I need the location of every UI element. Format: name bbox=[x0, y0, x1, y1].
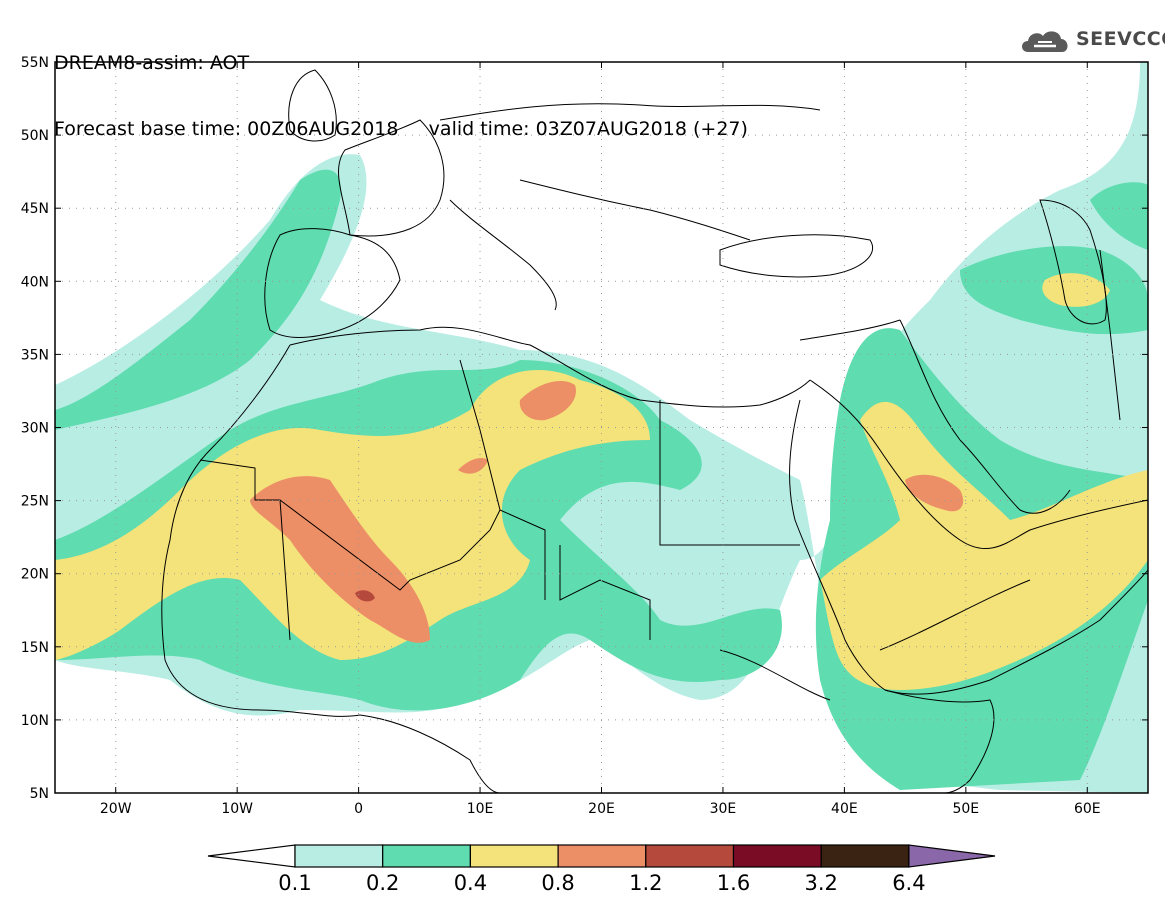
coastline-iberia bbox=[264, 228, 401, 338]
colorbar-label-0.2: 0.2 bbox=[366, 871, 399, 895]
aot-field bbox=[55, 62, 1148, 793]
lon-label-10W: 10W bbox=[221, 801, 253, 817]
lon-label-10E: 10E bbox=[467, 801, 494, 817]
coastline-red-sea-west bbox=[789, 399, 886, 691]
latitude-axis: 55N 50N 45N 40N 35N 30N 25N 20N 15N 10N 5N bbox=[21, 55, 1148, 802]
coastline-france bbox=[338, 119, 445, 237]
coastline-caspian bbox=[1039, 199, 1107, 325]
logo-text: SEEVCCC bbox=[1076, 28, 1165, 50]
lat-label-40N: 40N bbox=[21, 274, 49, 290]
lon-label-0: 0 bbox=[354, 801, 363, 817]
coastline-persian-gulf bbox=[959, 439, 1071, 514]
colorbar-label-0.1: 0.1 bbox=[278, 871, 311, 895]
border-sudan-ethiopia bbox=[719, 649, 831, 701]
border-libya-egypt bbox=[659, 400, 800, 546]
colorbar-label-0.4: 0.4 bbox=[454, 871, 487, 895]
colorbar-swatch-4 bbox=[645, 844, 735, 868]
colorbar-label-3.2: 3.2 bbox=[804, 871, 837, 895]
lat-label-50N: 50N bbox=[21, 128, 49, 144]
colorbar-swatch-0 bbox=[294, 844, 384, 868]
colorbar-swatch-2 bbox=[469, 844, 559, 868]
coastline-arabia-south bbox=[884, 569, 1148, 695]
coastline-horn bbox=[884, 689, 995, 793]
lon-label-30E: 30E bbox=[710, 801, 737, 817]
aot-level-0.8 bbox=[250, 380, 964, 643]
colorbar-swatch-3 bbox=[557, 844, 647, 868]
border-turkey-syria bbox=[799, 319, 901, 341]
border-europe-balkans bbox=[519, 179, 751, 241]
border-algeria-libya bbox=[459, 359, 501, 511]
border-chad-sudan bbox=[559, 545, 651, 640]
border-iran-afghan bbox=[1099, 249, 1121, 421]
border-niger-chad bbox=[499, 509, 546, 600]
aot-level-1.2 bbox=[355, 590, 375, 602]
aot-region-mali-core bbox=[355, 590, 375, 602]
border-algeria-mali bbox=[279, 499, 501, 591]
coastline-west-africa bbox=[161, 344, 361, 717]
colorbar-under-arrow bbox=[207, 844, 296, 868]
coastline-italy bbox=[449, 199, 557, 311]
lat-label-15N: 15N bbox=[21, 640, 49, 656]
country-borders bbox=[161, 69, 1148, 793]
border-iraq-iran bbox=[899, 319, 961, 441]
border-saudi-yemen bbox=[879, 579, 1031, 651]
colorbar-swatch-5 bbox=[732, 844, 822, 868]
lon-label-20W: 20W bbox=[100, 801, 132, 817]
colorbar-label-1.6: 1.6 bbox=[717, 871, 750, 895]
aot-region-saudi-orange bbox=[905, 474, 964, 512]
title-line-2: Forecast base time: 00Z06AUG2018 valid t… bbox=[54, 118, 748, 140]
lon-label-50E: 50E bbox=[952, 801, 979, 817]
lat-label-10N: 10N bbox=[21, 713, 49, 729]
border-mauritania-mali bbox=[199, 459, 291, 641]
longitude-axis: 20W 10W 0 10E 20E 30E 40E 50E 60E bbox=[100, 62, 1101, 817]
aot-region-mali-orange bbox=[250, 476, 430, 643]
coastline-uk bbox=[288, 69, 337, 142]
lat-label-55N: 55N bbox=[21, 55, 49, 71]
aot-region-libya-orange bbox=[458, 380, 576, 474]
graticule bbox=[55, 62, 1148, 793]
lat-label-45N: 45N bbox=[21, 201, 49, 217]
lon-label-40E: 40E bbox=[831, 801, 858, 817]
aot-region-arabia-yellow bbox=[820, 273, 1148, 690]
lat-label-20N: 20N bbox=[21, 567, 49, 583]
lat-label-5N: 5N bbox=[30, 786, 49, 802]
lon-label-20E: 20E bbox=[588, 801, 615, 817]
coastline-north-africa bbox=[289, 326, 811, 408]
lat-label-25N: 25N bbox=[21, 494, 49, 510]
colorbar-swatch-1 bbox=[382, 844, 472, 868]
map-title: DREAM8-assim: AOT Forecast base time: 00… bbox=[54, 8, 748, 162]
colorbar-swatch-6 bbox=[820, 844, 910, 868]
colorbar-label-0.8: 0.8 bbox=[541, 871, 574, 895]
coastline-arabia bbox=[809, 379, 1148, 550]
coastline-black-sea bbox=[719, 234, 873, 278]
lat-label-30N: 30N bbox=[21, 421, 49, 437]
title-line-1: DREAM8-assim: AOT bbox=[54, 52, 250, 74]
colorbar-label-6.4: 6.4 bbox=[892, 871, 925, 895]
lat-label-35N: 35N bbox=[21, 347, 49, 363]
seevccc-logo: SEEVCCC bbox=[1018, 24, 1165, 58]
coastline-guinea bbox=[359, 714, 501, 793]
colorbar-over-arrow bbox=[908, 844, 996, 868]
border-europe-east bbox=[439, 103, 821, 121]
lon-label-60E: 60E bbox=[1074, 801, 1101, 817]
colorbar-label-1.2: 1.2 bbox=[629, 871, 662, 895]
cloud-logo-icon bbox=[1022, 31, 1068, 52]
colorbar: 0.1 0.2 0.4 0.8 1.2 1.6 3.2 6.4 bbox=[207, 844, 996, 895]
